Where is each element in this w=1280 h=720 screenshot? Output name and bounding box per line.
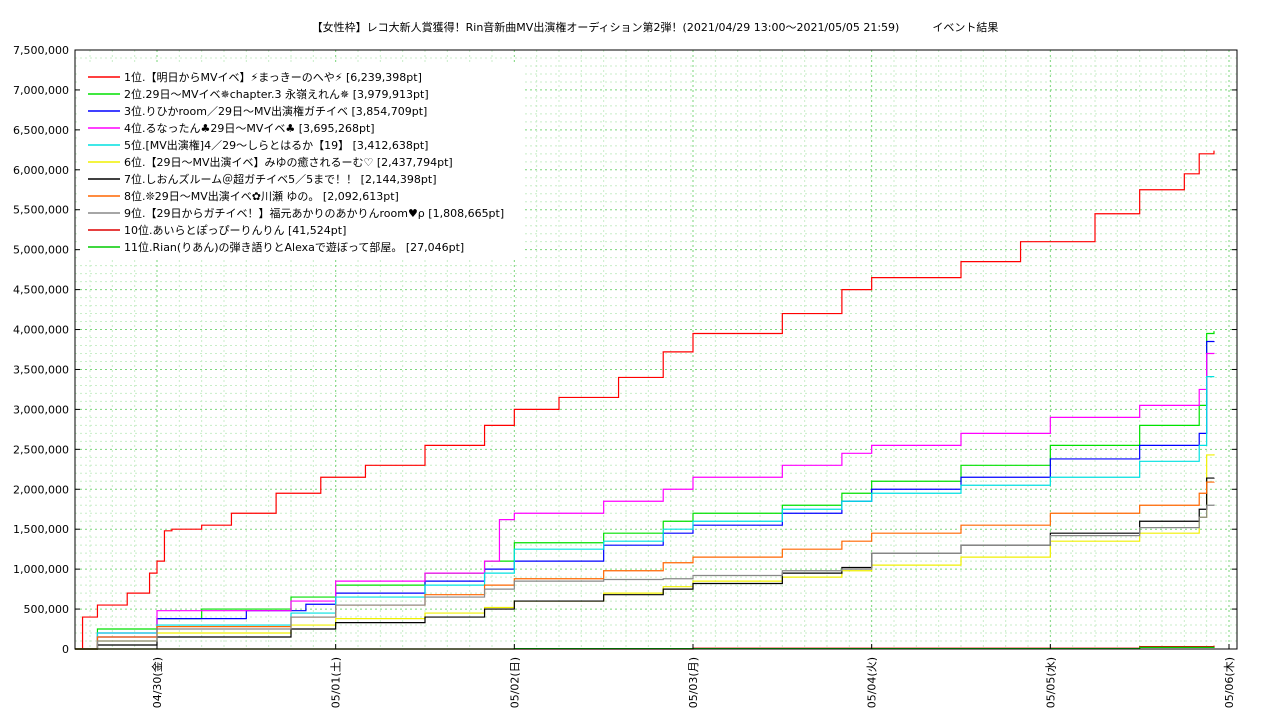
series-line-9 bbox=[75, 504, 1215, 650]
legend: 1位.【明日からMVイベ】⚡まっきーのへや⚡ [6,239,398pt] 2位.2… bbox=[88, 70, 504, 254]
y-tick-label: 2,500,000 bbox=[13, 443, 69, 456]
y-tick-label: 7,000,000 bbox=[13, 84, 69, 97]
series-line-2 bbox=[75, 331, 1215, 650]
legend-entry: 9位.【29日からガチイベ！】福元あかりのあかりんroom♥ρ [1,808,6… bbox=[124, 206, 504, 220]
y-tick-label: 2,000,000 bbox=[13, 483, 69, 496]
series-line-5 bbox=[75, 376, 1215, 650]
chart-title: 【女性枠】レコ大新人賞獲得！Rin音新曲MV出演権オーディション第2弾！(202… bbox=[312, 20, 999, 34]
series-line-1 bbox=[75, 150, 1215, 650]
y-tick-label: 500,000 bbox=[24, 603, 70, 616]
y-tick-label: 5,500,000 bbox=[13, 204, 69, 217]
y-tick-label: 6,500,000 bbox=[13, 124, 69, 137]
y-tick-label: 6,000,000 bbox=[13, 164, 69, 177]
y-tick-label: 3,000,000 bbox=[13, 403, 69, 416]
legend-entry: 6位.【29日〜MV出演イベ】みゆの癒されるーむ♡ [2,437,794pt] bbox=[124, 155, 453, 169]
x-tick-label: 05/01(土) bbox=[330, 657, 343, 708]
y-tick-label: 0 bbox=[62, 643, 69, 656]
y-tick-label: 1,500,000 bbox=[13, 523, 69, 536]
series-layer bbox=[75, 150, 1215, 650]
legend-entry: 11位.Rian(りあん)の弾き語りとAlexaで遊ぼって部屋。 [27,046… bbox=[124, 240, 464, 254]
legend-entry: 5位.[MV出演権]4／29〜しらとはるか【19】 [3,412,638pt] bbox=[124, 138, 428, 152]
y-axis: 0 500,000 1,000,000 1,500,000 2,000,000 2,500… bbox=[13, 44, 1237, 656]
x-tick-label: 05/02(日) bbox=[508, 657, 521, 708]
legend-entry: 7位.しおんズルーム＠超ガチイベ5／5まで！！ [2,144,398pt] bbox=[124, 172, 437, 186]
x-tick-label: 05/05(水) bbox=[1044, 657, 1057, 708]
x-tick-label: 05/06(木) bbox=[1223, 657, 1236, 708]
grid-lines bbox=[75, 49, 1237, 650]
legend-entry: 1位.【明日からMVイベ】⚡まっきーのへや⚡ [6,239,398pt] bbox=[124, 70, 422, 84]
y-tick-label: 7,500,000 bbox=[13, 44, 69, 57]
y-tick-label: 1,000,000 bbox=[13, 563, 69, 576]
legend-entry: 4位.るなったん♣29日〜MVイベ♣ [3,695,268pt] bbox=[124, 121, 375, 135]
y-tick-label: 3,500,000 bbox=[13, 363, 69, 376]
x-tick-label: 04/30(金) bbox=[150, 657, 164, 708]
x-tick-label: 05/03(月) bbox=[687, 657, 700, 708]
legend-background bbox=[80, 62, 525, 260]
x-tick-label: 05/04(火) bbox=[866, 657, 879, 708]
x-axis: 04/30(金) 05/01(土) 05/02(日) 05/03(月) 05/04(火)… bbox=[150, 644, 1236, 708]
legend-entry: 2位.29日〜MVイベ✵chapter.3 永嶺えれん✵ [3,979,913p… bbox=[124, 87, 429, 101]
series-line-7 bbox=[75, 477, 1215, 650]
y-tick-label: 5,000,000 bbox=[13, 244, 69, 257]
y-tick-label: 4,500,000 bbox=[13, 284, 69, 297]
series-line-4 bbox=[75, 352, 1215, 650]
y-tick-label: 4,000,000 bbox=[13, 324, 69, 337]
legend-entry: 10位.あいらとぽっぴーりんりん [41,524pt] bbox=[124, 223, 346, 237]
legend-entry: 8位.❊29日〜MV出演イベ✿川瀬 ゆの。 [2,092,613pt] bbox=[124, 189, 399, 203]
legend-entry: 3位.りひかroom／29日〜MV出演権ガチイベ [3,854,709pt] bbox=[124, 104, 427, 118]
plot-frame bbox=[74, 49, 1238, 650]
